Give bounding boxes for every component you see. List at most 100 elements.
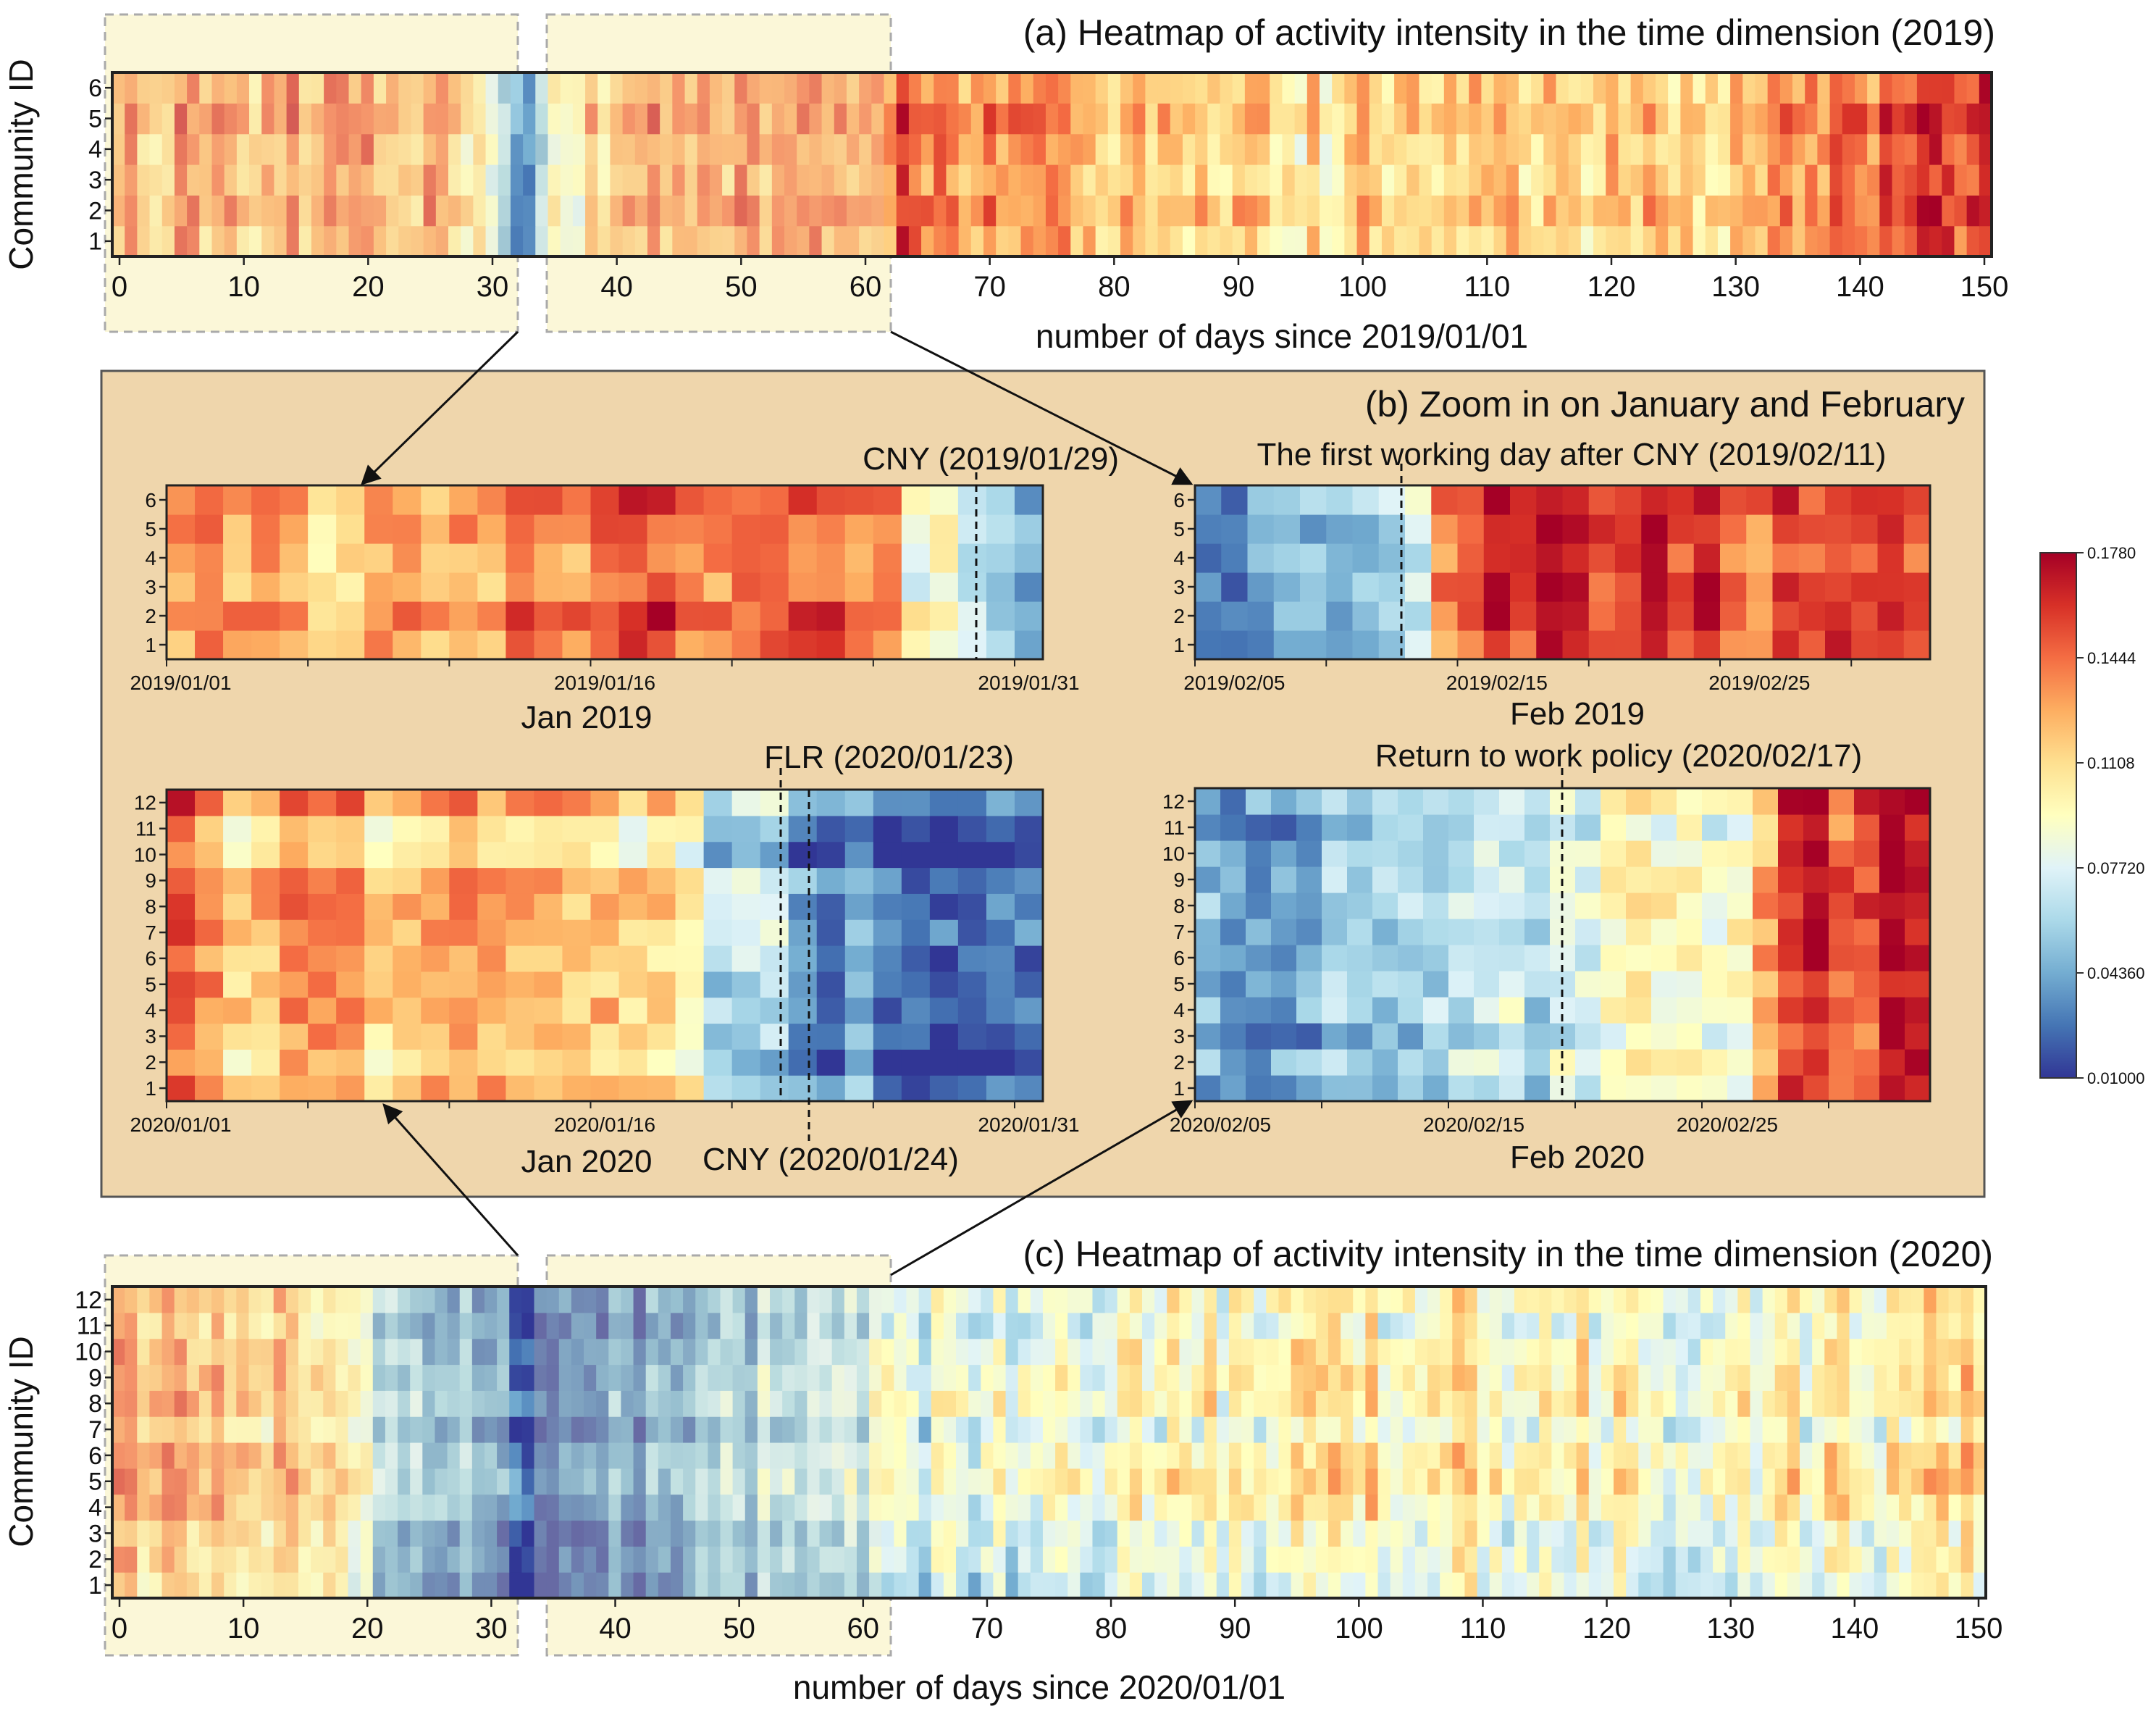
heatmap-cell [1564,1416,1577,1443]
heatmap-cell [1092,1520,1106,1547]
heatmap-cell [1614,1416,1627,1443]
heatmap-cell [794,1442,808,1469]
heatmap-cell [1886,1312,1900,1339]
heatmap-cell [1792,103,1805,135]
heatmap-cell [447,1390,461,1417]
heatmap-cell [1220,1049,1246,1076]
heatmap-cell [1588,514,1616,544]
heatmap-cell [198,1494,212,1521]
heatmap-cell [1778,840,1804,867]
heatmap-cell [1514,1442,1527,1469]
heatmap-cell [1824,1520,1838,1547]
heatmap-cell [670,1468,684,1495]
heatmap-cell [1427,1338,1440,1366]
y-tick-label: 1 [1173,1077,1185,1100]
heatmap-cell [398,1520,411,1547]
heatmap-cell [410,1364,423,1391]
month-label-jan-2019: Jan 2019 [521,700,652,735]
heatmap-cell [760,543,789,573]
y-tick-label: 4 [1173,547,1185,569]
heatmap-cell [1247,630,1275,660]
heatmap-cell [167,601,196,631]
heatmap-cell [807,1312,821,1339]
heatmap-cell [1296,788,1322,815]
heatmap-cell [1020,72,1034,104]
heatmap-cell [1948,1338,1962,1366]
heatmap-cell [1746,514,1774,544]
heatmap-cell [385,1287,398,1313]
heatmap-cell [1365,1390,1379,1417]
heatmap-cell [1377,1572,1391,1599]
heatmap-cell [223,971,252,998]
heatmap-cell [647,919,676,946]
heatmap-cell [506,815,535,843]
heatmap-cell [535,225,549,257]
heatmap-cell [534,1075,563,1102]
heatmap-cell [590,815,620,843]
heatmap-cell [859,72,872,104]
heatmap-cell [1677,971,1703,998]
heatmap-cell [1803,919,1829,945]
heatmap-cell [449,572,478,602]
heatmap-cell [1179,1416,1193,1443]
heatmap-cell [1575,1049,1601,1076]
heatmap-cell [1677,945,1703,971]
heatmap-cell [498,164,511,196]
heatmap-cell [1095,72,1109,104]
heatmap-cell [421,1023,450,1050]
heatmap-cell [956,1442,969,1469]
heatmap-cell [571,1364,584,1391]
heatmap-cell [1737,1572,1751,1599]
heatmap-cell [1423,814,1449,841]
heatmap-cell [1576,1390,1590,1417]
heatmap-cell [195,1049,224,1076]
heatmap-cell [224,1494,237,1521]
heatmap-cell [647,485,676,515]
heatmap-cell [1195,225,1208,257]
heatmap-cell [1067,1572,1081,1599]
x-tick-label: 60 [847,1613,880,1644]
heatmap-cell [112,1442,125,1469]
heatmap-cell [1942,103,1955,135]
heatmap-cell [298,1468,311,1495]
heatmap-cell [986,971,1015,998]
heatmap-cell [398,1468,411,1495]
heatmap-cell [1905,945,1931,971]
x-tick-label: 100 [1338,271,1387,303]
y-tick-label: 6 [1173,947,1185,969]
heatmap-cell [477,867,506,894]
heatmap-cell [1092,1287,1106,1313]
heatmap-cell [1879,788,1905,815]
heatmap-cell [590,790,620,816]
heatmap-cell [125,72,138,104]
heatmap-cell [1414,1546,1428,1573]
heatmap-cell [1254,1338,1267,1366]
heatmap-cell [1725,1338,1738,1366]
heatmap-cell [459,1442,473,1469]
heatmap-cell [1842,195,1855,227]
heatmap-cell [1641,630,1669,660]
heatmap-cell [484,1494,498,1521]
heatmap-cell [722,195,735,227]
heatmap-cell [1241,1442,1254,1469]
heatmap-cell [760,485,789,515]
colorbar-tick-label: 0.07720 [2087,859,2145,877]
heatmap-cell [1266,1287,1280,1313]
heatmap-cell [1464,1494,1478,1521]
heatmap-cell [364,971,393,998]
heatmap-cell [1742,72,1756,104]
heatmap-cell [251,790,280,816]
heatmap-cell [1353,1312,1366,1339]
heatmap-cell [477,971,506,998]
heatmap-cell [1792,72,1805,104]
heatmap-cell [1431,630,1459,660]
heatmap-cell [816,815,846,843]
heatmap-cell [498,225,511,257]
heatmap-cell [497,1520,510,1547]
heatmap-cell [1713,1572,1726,1599]
heatmap-cell [1762,1468,1776,1495]
heatmap-cell [1924,1572,1937,1599]
heatmap-cell [1539,1287,1552,1313]
heatmap-cell [211,103,225,135]
heatmap-cell [703,543,733,573]
